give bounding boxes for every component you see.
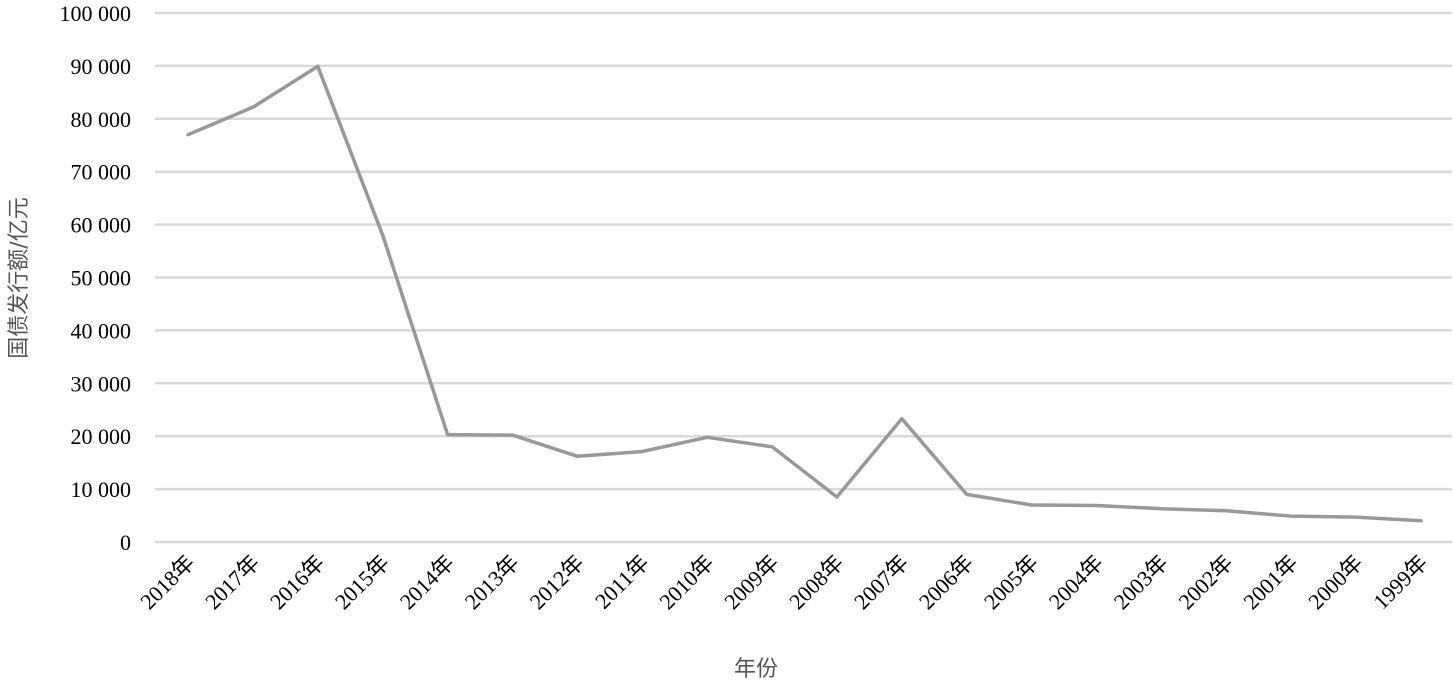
gridlines — [155, 11, 1452, 544]
x-tick-label: 2013年 — [460, 550, 524, 614]
y-tick-label: 100 000 — [60, 1, 132, 26]
x-tick-label: 2006年 — [914, 550, 978, 614]
y-tick-label: 70 000 — [71, 160, 132, 185]
x-tick-label: 2009年 — [719, 550, 783, 614]
x-tick-label: 2001年 — [1238, 550, 1302, 614]
y-tick-label: 30 000 — [71, 371, 132, 396]
x-tick-label: 2012年 — [525, 550, 589, 614]
x-tick-label: 2003年 — [1109, 550, 1173, 614]
x-tick-label: 2018年 — [135, 550, 199, 614]
x-tick-labels: 2018年 2017年 2016年 2015年 2014年 2013年 2012年 2011年… — [135, 550, 1432, 614]
y-tick-label: 0 — [120, 530, 131, 555]
x-tick-label: 2017年 — [200, 550, 264, 614]
y-tick-label: 60 000 — [71, 213, 132, 238]
x-tick-label: 1999年 — [1368, 550, 1432, 614]
y-tick-label: 40 000 — [71, 318, 132, 343]
x-tick-label: 2002年 — [1173, 550, 1237, 614]
series-line — [186, 64, 1423, 523]
y-tick-label: 80 000 — [71, 107, 132, 132]
series-layer — [186, 64, 1423, 523]
x-tick-label: 2011年 — [590, 550, 654, 614]
y-tick-label: 50 000 — [71, 266, 132, 291]
x-tick-label: 2004年 — [1044, 550, 1108, 614]
y-tick-label: 10 000 — [71, 477, 132, 502]
y-tick-labels: 0 10 000 20 000 30 000 40 000 50 000 60 000 70 … — [60, 1, 132, 555]
y-tick-label: 20 000 — [71, 424, 132, 449]
x-tick-label: 2007年 — [849, 550, 913, 614]
x-tick-label: 2000年 — [1303, 550, 1367, 614]
x-axis-title: 年份 — [734, 657, 778, 682]
y-axis-title: 国债发行额/亿元 — [7, 197, 32, 358]
x-tick-label: 2016年 — [265, 550, 329, 614]
x-tick-label: 2015年 — [330, 550, 394, 614]
x-tick-label: 2008年 — [784, 550, 848, 614]
y-tick-label: 90 000 — [71, 54, 132, 79]
x-tick-label: 2010年 — [654, 550, 718, 614]
x-tick-label: 2005年 — [979, 550, 1043, 614]
x-tick-label: 2014年 — [395, 550, 459, 614]
